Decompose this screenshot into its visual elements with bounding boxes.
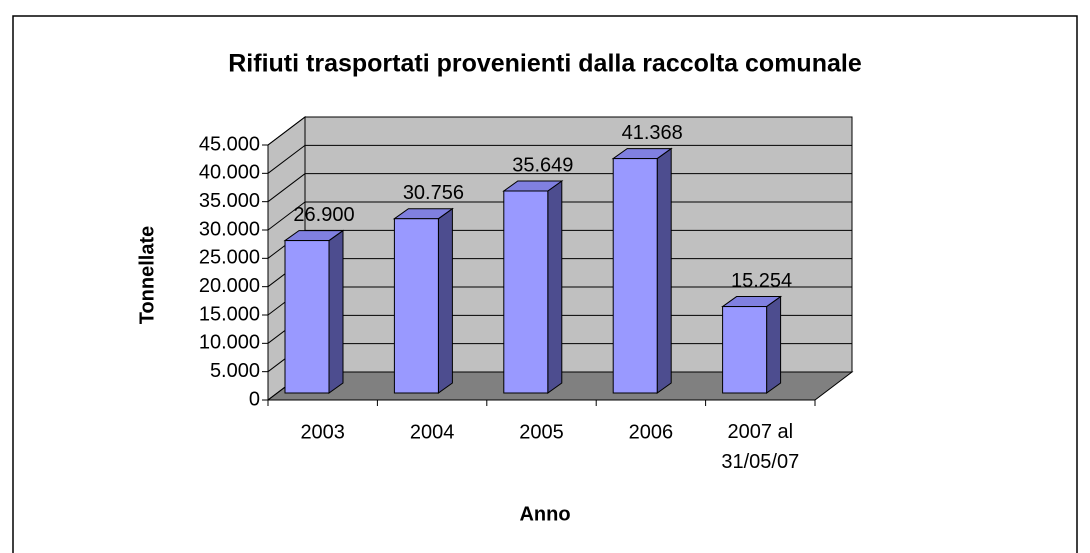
y-tick-label: 5.000 xyxy=(210,360,260,382)
bar xyxy=(503,190,549,394)
y-tick-label: 45.000 xyxy=(199,133,260,155)
x-tick-label: 2006 xyxy=(629,421,674,443)
grid-line xyxy=(267,116,852,146)
y-tick-label: 10.000 xyxy=(199,332,260,354)
value-label: 30.756 xyxy=(403,182,464,204)
value-label: 15.254 xyxy=(731,270,792,292)
y-tick-label: 20.000 xyxy=(199,275,260,297)
y-tick-label: 15.000 xyxy=(199,303,260,325)
x-tick-label: 2007 al 31/05/07 xyxy=(721,421,799,473)
bar xyxy=(612,158,658,394)
bar-side xyxy=(656,147,672,394)
grid-line xyxy=(267,144,852,174)
y-tick-label: 35.000 xyxy=(199,190,260,212)
value-label: 35.649 xyxy=(512,154,573,176)
x-tick-label: 2005 xyxy=(519,421,564,443)
chart-title: Rifiuti trasportati provenienti dalla ra… xyxy=(228,50,862,78)
bar xyxy=(393,218,439,394)
bar-side xyxy=(766,295,782,394)
y-tick-label: 0 xyxy=(249,388,260,410)
bar xyxy=(284,240,330,394)
y-tick-label: 40.000 xyxy=(199,162,260,184)
y-axis-title: Tonnellate xyxy=(136,226,158,325)
bar-side xyxy=(437,207,453,394)
value-label: 26.900 xyxy=(293,204,354,226)
x-tick-label: 2003 xyxy=(300,421,345,443)
y-tick-label: 25.000 xyxy=(199,247,260,269)
bar-side xyxy=(328,229,344,394)
x-tick-label: 2004 xyxy=(410,421,455,443)
x-axis-title: Anno xyxy=(519,503,570,525)
bar xyxy=(722,306,768,394)
bar-side xyxy=(547,180,563,394)
value-label: 41.368 xyxy=(622,122,683,144)
y-tick-label: 30.000 xyxy=(199,218,260,240)
